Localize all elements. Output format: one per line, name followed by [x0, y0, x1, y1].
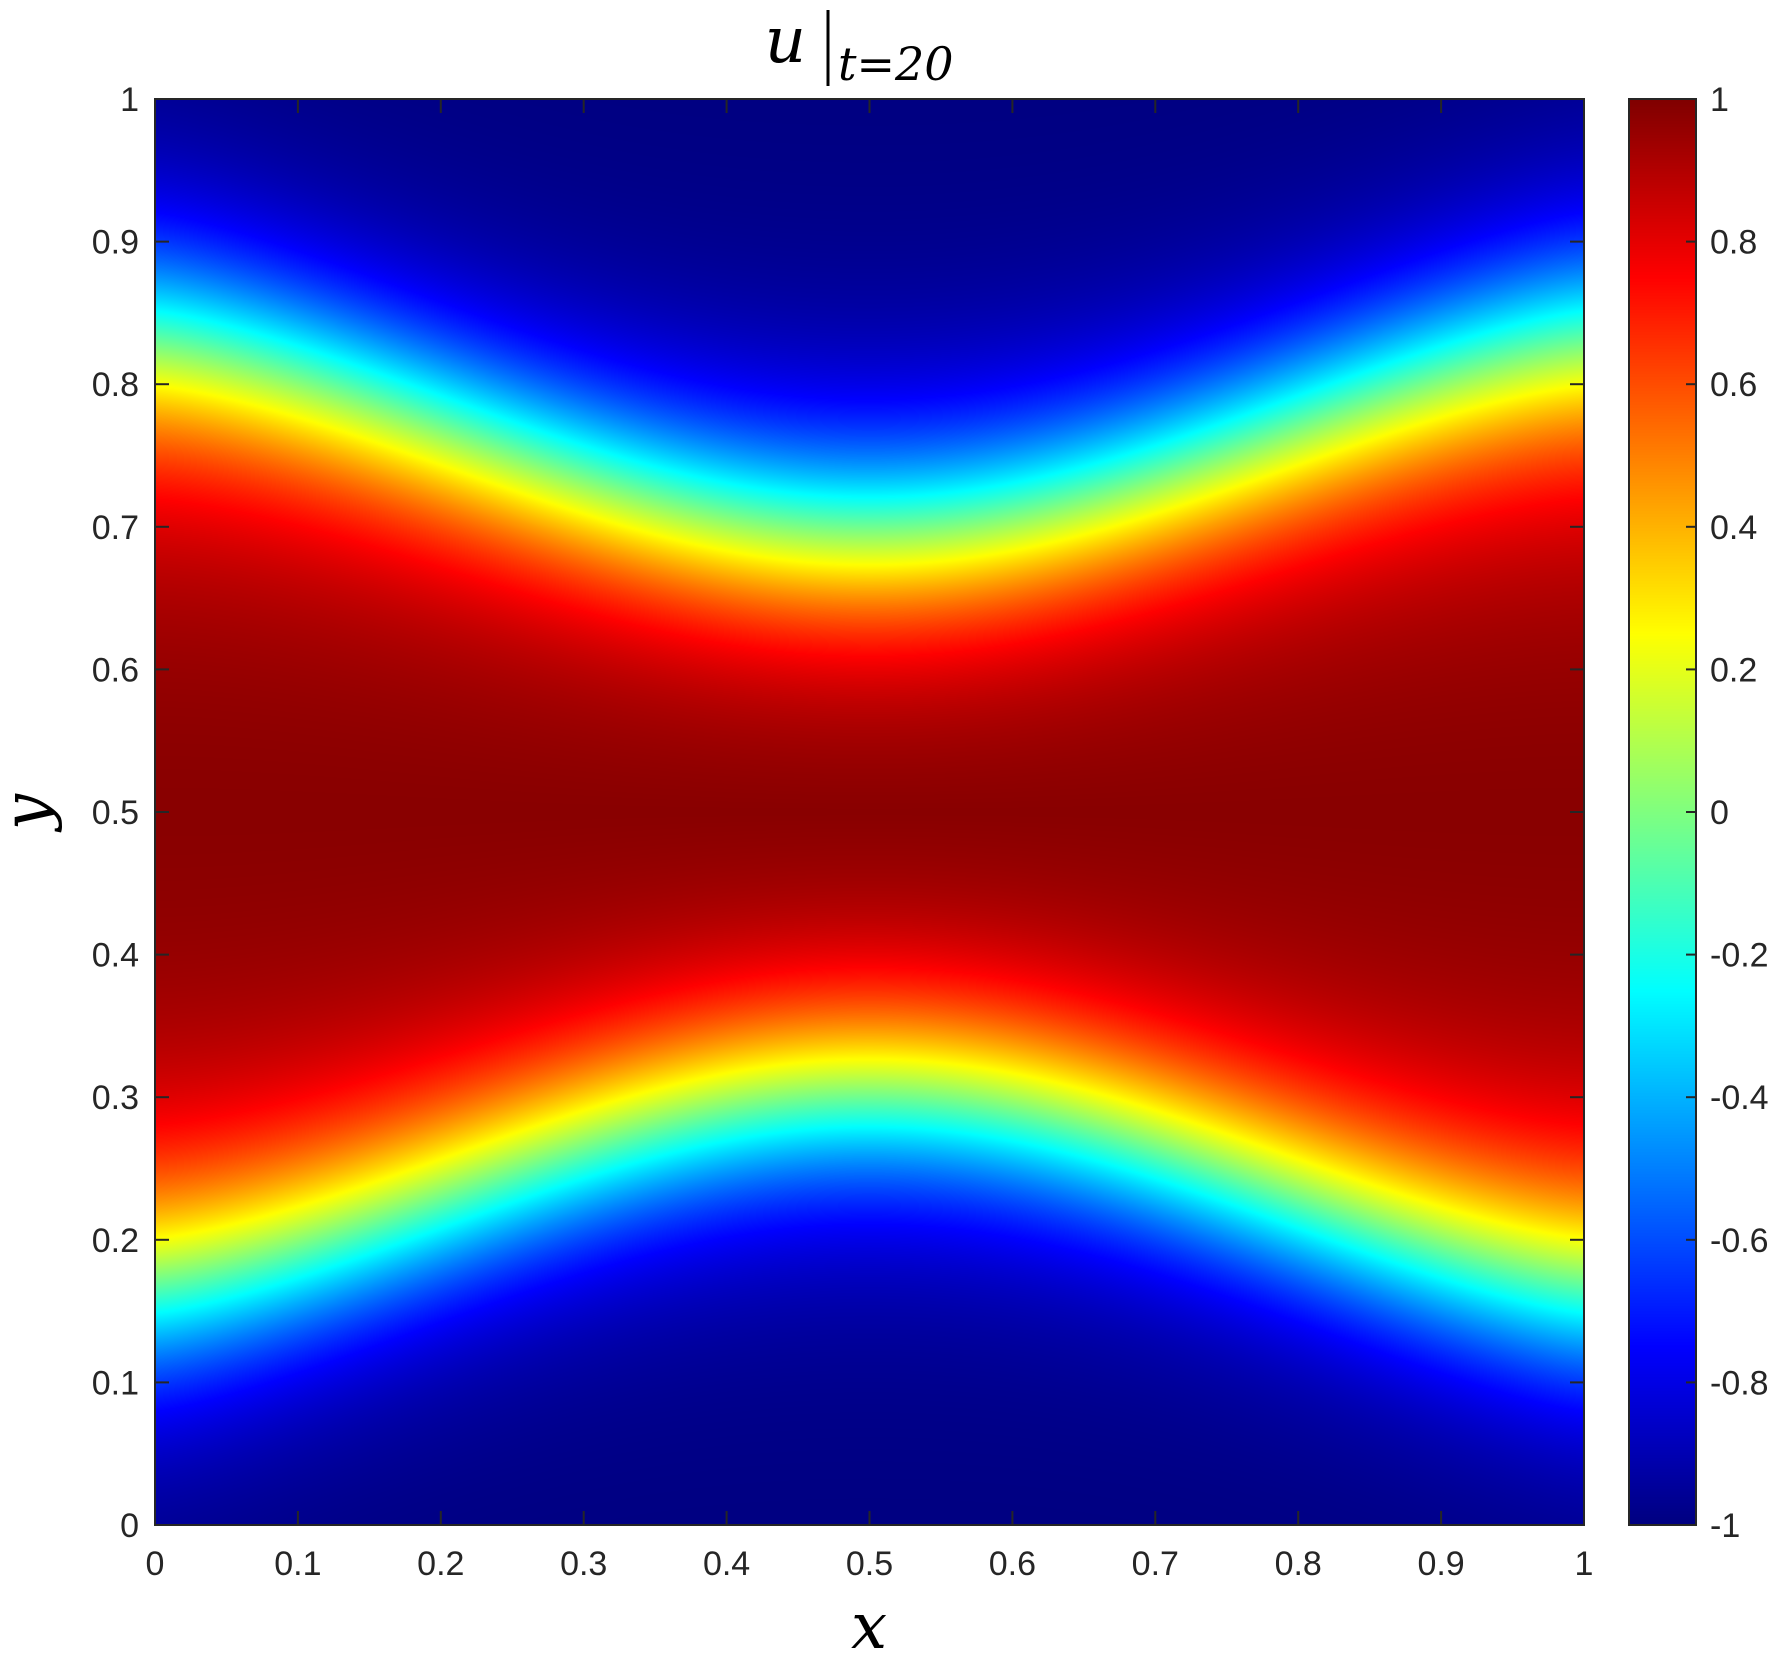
chart-title: u t=20 — [765, 4, 954, 91]
x-tick-label: 0.6 — [989, 1545, 1036, 1583]
colorbar-tick-label: 0.2 — [1710, 651, 1757, 689]
y-tick-label: 0 — [120, 1507, 139, 1545]
colorbar-tick-label: -0.4 — [1710, 1079, 1769, 1117]
x-tick-label: 0 — [146, 1545, 165, 1583]
x-tick-label: 0.7 — [1132, 1545, 1179, 1583]
chart-title-subscript: t=20 — [838, 37, 954, 91]
plot-frame — [154, 98, 1585, 1526]
x-tick-label: 1 — [1575, 1545, 1594, 1583]
y-tick-label: 0.2 — [92, 1222, 139, 1260]
colorbar-tick-label: 0.6 — [1710, 366, 1757, 404]
x-axis-label: x — [851, 1590, 887, 1664]
colorbar-tick-label: -0.2 — [1710, 937, 1769, 975]
chart-title-main: u — [765, 4, 806, 78]
y-tick-label: 0.3 — [92, 1079, 139, 1117]
colorbar-tick-label: -0.8 — [1710, 1364, 1769, 1402]
y-tick-label: 0.6 — [92, 651, 139, 689]
y-tick-label: 0.8 — [92, 366, 139, 404]
y-axis-label: y — [0, 793, 64, 833]
y-tick-label: 0.4 — [92, 937, 139, 975]
colorbar-tick-label: 0 — [1710, 794, 1729, 832]
heatmap-image — [155, 99, 1584, 1525]
y-tick-label: 0.1 — [92, 1364, 139, 1402]
x-tick-label: 0.4 — [703, 1545, 750, 1583]
colorbar-gradient — [1629, 99, 1696, 1525]
x-tick-label: 0.2 — [417, 1545, 464, 1583]
y-tick-label: 0.7 — [92, 509, 139, 547]
x-tick-label: 0.8 — [1275, 1545, 1322, 1583]
colorbar-tick-label: 0.8 — [1710, 224, 1757, 262]
x-tick-label: 0.9 — [1417, 1545, 1464, 1583]
x-tick-label: 0.1 — [274, 1545, 321, 1583]
colorbar-tick-label: 0.4 — [1710, 509, 1757, 547]
colorbar-frame — [1628, 98, 1697, 1526]
y-tick-label: 0.9 — [92, 224, 139, 262]
y-tick-label: 0.5 — [92, 794, 139, 832]
x-axis-ticks: 0 0.1 0.2 0.3 0.4 0.5 0.6 0.7 0.8 0.9 1 — [146, 99, 1594, 1583]
colorbar-ticks: -1 -0.8 -0.6 -0.4 -0.2 0 0.2 0.4 0.6 0.8 1 — [1686, 81, 1769, 1545]
colorbar-tick-label: 1 — [1710, 81, 1729, 119]
y-axis-ticks: 0 0.1 0.2 0.3 0.4 0.5 0.6 0.7 0.8 0.9 1 — [92, 81, 1584, 1545]
colorbar-tick-label: -1 — [1710, 1507, 1740, 1545]
colorbar-tick-label: -0.6 — [1710, 1222, 1769, 1260]
y-tick-label: 1 — [120, 81, 139, 119]
x-tick-label: 0.5 — [846, 1545, 893, 1583]
axes-frame — [154, 98, 1697, 1526]
x-tick-label: 0.3 — [560, 1545, 607, 1583]
